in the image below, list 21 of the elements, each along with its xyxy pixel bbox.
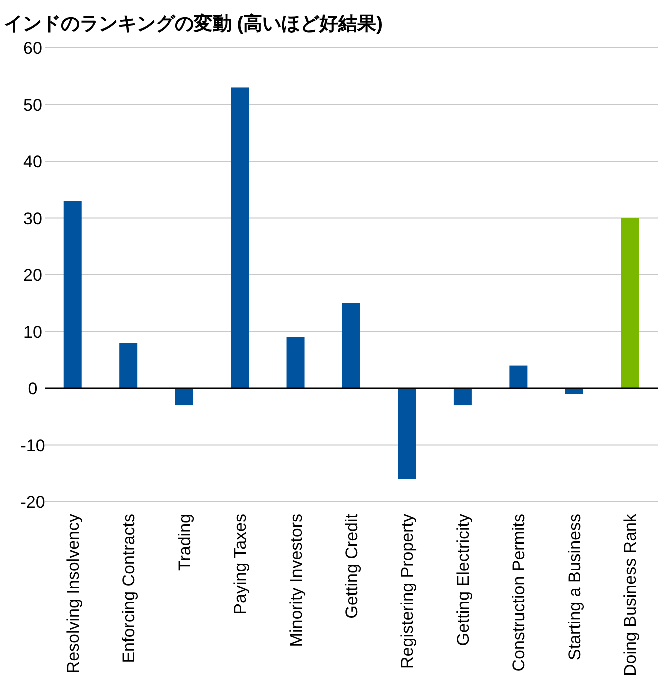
x-tick-label: Getting Credit	[342, 514, 362, 619]
x-tick-label: Doing Business Rank	[621, 514, 640, 677]
x-tick-label: Getting Electricity	[454, 514, 473, 646]
y-tick-label: 40	[24, 152, 42, 172]
title: インドのランキングの変動 (高いほど好結果)	[4, 14, 383, 35]
y-tick-label: -10	[20, 436, 46, 456]
x-tick-label: Trading	[175, 514, 194, 572]
x-tick-label: Starting a Business	[565, 514, 584, 660]
y-tick-label: 20	[24, 266, 42, 285]
y-tick-label: 10	[24, 322, 42, 342]
x-tick-label: Construction Permits	[510, 514, 529, 672]
y-tick-label: -20	[20, 493, 46, 512]
x-tick-label: Paying Taxes	[231, 514, 250, 615]
y-tick-label: 30	[24, 209, 42, 228]
y-tick-label: 60	[24, 39, 42, 58]
y-tick-label: 50	[24, 96, 42, 115]
x-tick-label: Resolving Insolvency	[64, 514, 83, 674]
x-tick-label: Minority Investors	[286, 514, 306, 648]
y-tick-label: 0	[28, 380, 38, 398]
x-tick-label: Registering Property	[398, 514, 418, 669]
x-tick-label: Enforcing Contracts	[120, 514, 139, 664]
